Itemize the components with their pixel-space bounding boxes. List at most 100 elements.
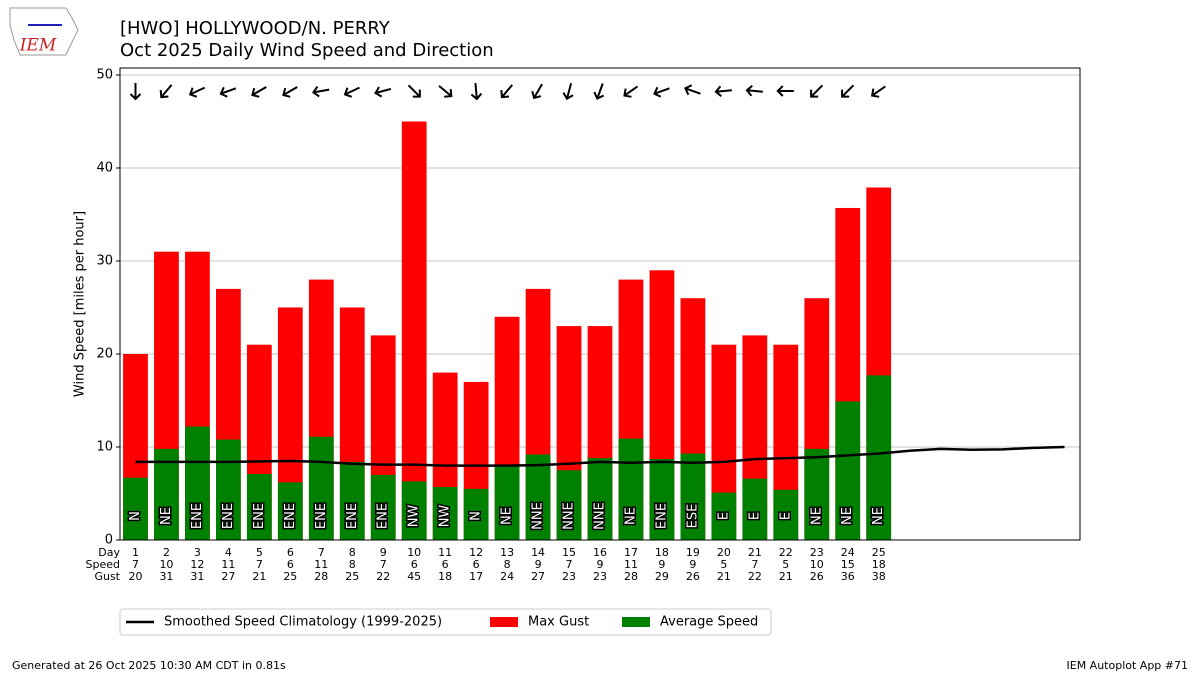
direction-label: E	[747, 512, 762, 520]
day-label: 4	[225, 546, 232, 559]
gust-label: 22	[376, 570, 390, 583]
arrow-shaft	[715, 89, 732, 93]
speed-label: 9	[597, 558, 604, 571]
direction-label: NE	[840, 507, 855, 525]
speed-label: 11	[221, 558, 235, 571]
direction-arrow	[776, 85, 794, 97]
legend-swatch	[490, 617, 518, 627]
bar	[525, 454, 551, 540]
gust-label: 23	[562, 570, 576, 583]
gust-label: 28	[624, 570, 638, 583]
direction-arrow	[714, 85, 732, 98]
bar	[308, 436, 334, 540]
direction-label: NE	[623, 507, 638, 525]
y-tick-label: 40	[96, 160, 113, 175]
arrow-head	[444, 89, 453, 98]
arrow-shaft	[251, 86, 267, 96]
bar	[339, 461, 365, 540]
day-label: 22	[779, 546, 793, 559]
day-label: 11	[438, 546, 452, 559]
arrow-head	[653, 86, 662, 98]
arrow-head	[841, 89, 850, 98]
bar	[680, 453, 706, 540]
gust-label: 29	[655, 570, 669, 583]
day-label: 20	[717, 546, 731, 559]
table-row-label: Gust	[94, 570, 120, 583]
y-tick-label: 50	[96, 67, 113, 82]
legend-swatch	[622, 617, 650, 627]
direction-arrow	[623, 85, 639, 98]
arrow-head	[593, 91, 605, 100]
direction-arrow	[312, 86, 330, 98]
day-label: 24	[841, 546, 855, 559]
y-tick-label: 20	[96, 346, 113, 361]
day-label: 9	[380, 546, 387, 559]
arrow-head	[343, 87, 352, 98]
bar	[742, 478, 768, 540]
arrow-head	[470, 92, 483, 101]
direction-arrow	[282, 86, 298, 98]
bar	[618, 438, 644, 540]
arrow-shaft	[746, 89, 763, 93]
bar	[711, 492, 737, 540]
speed-label: 6	[442, 558, 449, 571]
speed-label: 11	[314, 558, 328, 571]
gust-label: 31	[190, 570, 204, 583]
direction-label: N	[128, 511, 143, 521]
y-tick-label: 0	[105, 533, 113, 548]
speed-label: 5	[720, 558, 727, 571]
direction-arrow	[470, 82, 483, 101]
bar	[370, 474, 396, 540]
arrow-head	[531, 90, 542, 100]
day-label: 15	[562, 546, 576, 559]
arrow-shaft	[160, 84, 173, 98]
direction-arrow	[745, 84, 763, 97]
arrow-head	[159, 89, 169, 99]
day-label: 16	[593, 546, 607, 559]
day-label: 13	[500, 546, 514, 559]
gust-label: 25	[345, 570, 359, 583]
legend-label: Smoothed Speed Climatology (1999-2025)	[164, 615, 442, 630]
arrow-head	[251, 87, 260, 98]
gust-label: 27	[531, 570, 545, 583]
arrow-shaft	[596, 83, 604, 99]
bar	[773, 489, 799, 540]
speed-label: 9	[658, 558, 665, 571]
arrow-head	[500, 89, 510, 99]
bar	[649, 459, 675, 540]
direction-arrow	[653, 86, 670, 98]
direction-label: ENE	[252, 503, 267, 529]
arrow-shaft	[220, 87, 237, 95]
chart-subtitle: Oct 2025 Daily Wind Speed and Direction	[120, 40, 494, 61]
direction-arrow	[343, 86, 360, 98]
arrow-shaft	[501, 84, 514, 98]
day-label: 25	[872, 546, 886, 559]
gust-label: 27	[221, 570, 235, 583]
bar	[494, 464, 520, 540]
y-tick-label: 10	[96, 439, 113, 454]
arrow-head	[684, 84, 693, 96]
day-label: 7	[318, 546, 325, 559]
speed-label: 9	[689, 558, 696, 571]
direction-label: ENE	[314, 503, 329, 529]
arrow-shaft	[375, 87, 392, 95]
speed-label: 12	[190, 558, 204, 571]
direction-arrow	[407, 84, 421, 98]
bar	[835, 401, 861, 540]
speed-label: 7	[132, 558, 139, 571]
direction-label: NNE	[562, 502, 577, 530]
direction-label: N	[469, 511, 484, 521]
gust-label: 28	[314, 570, 328, 583]
arrow-shaft	[871, 85, 886, 97]
direction-label: ESE	[685, 504, 700, 529]
direction-arrow	[438, 85, 453, 98]
gust-label: 21	[717, 570, 731, 583]
day-label: 12	[469, 546, 483, 559]
speed-label: 9	[535, 558, 542, 571]
arrow-shaft	[282, 86, 298, 96]
speed-label: 7	[256, 558, 263, 571]
day-label: 23	[810, 546, 824, 559]
gust-label: 26	[810, 570, 824, 583]
speed-label: 11	[624, 558, 638, 571]
arrow-head	[810, 89, 819, 98]
